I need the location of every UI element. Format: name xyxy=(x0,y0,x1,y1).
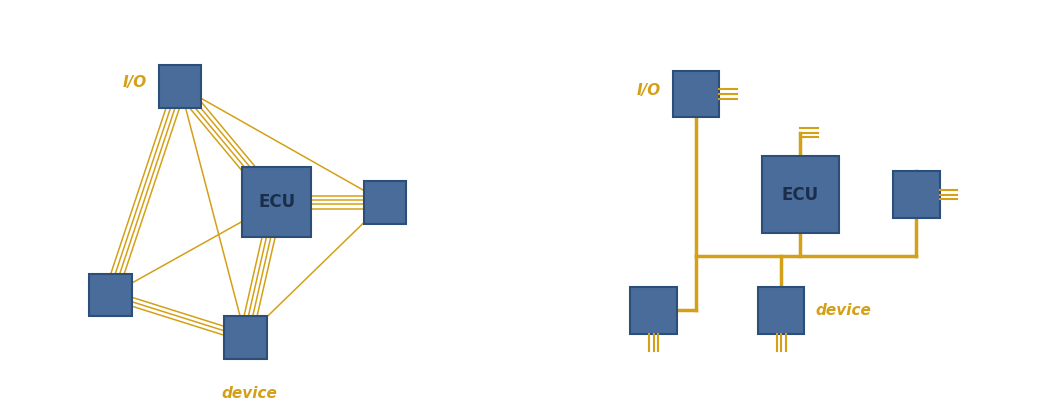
FancyBboxPatch shape xyxy=(762,156,839,233)
Text: device: device xyxy=(222,386,277,401)
Text: ECU: ECU xyxy=(782,186,819,204)
Text: device: device xyxy=(816,303,872,318)
FancyBboxPatch shape xyxy=(673,71,719,117)
FancyBboxPatch shape xyxy=(89,274,131,316)
Text: I/O: I/O xyxy=(637,83,662,98)
FancyBboxPatch shape xyxy=(159,65,202,108)
FancyBboxPatch shape xyxy=(630,287,677,333)
FancyBboxPatch shape xyxy=(363,181,406,223)
FancyBboxPatch shape xyxy=(758,287,804,333)
Text: ECU: ECU xyxy=(258,193,295,211)
Text: I/O: I/O xyxy=(123,75,147,90)
FancyBboxPatch shape xyxy=(894,171,940,218)
FancyBboxPatch shape xyxy=(225,316,267,359)
FancyBboxPatch shape xyxy=(242,168,312,237)
